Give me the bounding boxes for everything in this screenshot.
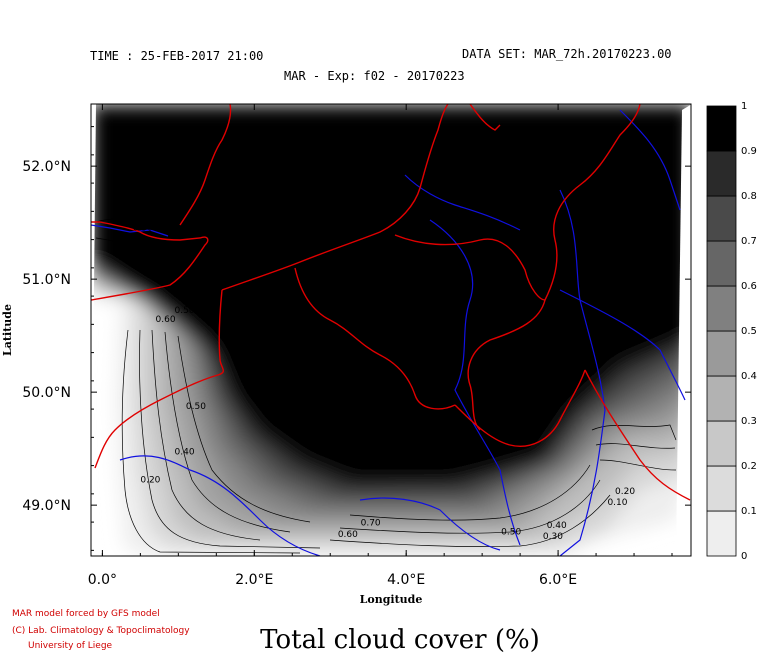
figure-title: Total cloud cover (%) xyxy=(260,625,540,655)
contour-label: 0.50 xyxy=(501,528,521,538)
x-tick-label: 4.0°E xyxy=(387,572,425,588)
plot-frame xyxy=(90,103,692,557)
colorbar-label: 0.7 xyxy=(741,236,757,247)
credit-line-2: (C) Lab. Climatology & Topoclimatology xyxy=(12,626,190,636)
colorbar: 0 0.1 0.2 0.3 0.4 0.5 0.6 0.7 0.8 0.9 1 xyxy=(706,101,757,562)
coast-east-anglia xyxy=(179,104,232,226)
no-data-left-corner xyxy=(91,104,96,556)
border-fr-de xyxy=(584,369,691,501)
colorbar-label: 0.2 xyxy=(741,461,757,472)
colorbar-label: 0.8 xyxy=(741,191,757,202)
no-data-right-corner xyxy=(676,104,691,556)
contour-label: 0.50 xyxy=(175,306,195,316)
credit-line-1: MAR model forced by GFS model xyxy=(12,609,160,619)
contour-label: 0.70 xyxy=(361,518,381,528)
contour-label: 0.10 xyxy=(607,498,627,508)
colorbar-swatch xyxy=(706,285,737,332)
coast-belgium-nl xyxy=(221,104,449,291)
contour-line-south-3 xyxy=(349,464,591,521)
colorbar-label: 1 xyxy=(741,101,747,112)
contour-line-east-2 xyxy=(595,443,676,449)
x-tick-label: 2.0°E xyxy=(235,572,273,588)
header-time: TIME : 25-FEB-2017 21:00 xyxy=(90,49,263,63)
border-be-de xyxy=(467,299,546,431)
colorbar-label: 0.4 xyxy=(741,371,757,382)
colorbar-swatch xyxy=(706,510,737,557)
colorbar-label: 0.5 xyxy=(741,326,757,337)
contour-label: 0.40 xyxy=(175,447,195,457)
contour-label: 0.30 xyxy=(543,532,563,542)
river-moselle xyxy=(559,289,686,401)
x-axis-label: Longitude xyxy=(360,593,423,606)
contour-label: 0.20 xyxy=(615,487,635,497)
header-experiment: MAR - Exp: f02 - 20170223 xyxy=(284,69,465,83)
colorbar-label: 0.6 xyxy=(741,281,757,292)
colorbar-swatch xyxy=(706,420,737,467)
y-tick-label: 52.0°N xyxy=(22,159,71,175)
contour-line-0-6 xyxy=(177,335,311,523)
contour-line-east-1 xyxy=(591,424,677,441)
colorbar-swatch xyxy=(706,150,737,197)
contour-label: 0.40 xyxy=(547,521,567,531)
river-rhine xyxy=(559,189,606,556)
coast-wadden xyxy=(469,104,501,131)
contour-label: 0.50 xyxy=(186,402,206,412)
y-tick-label: 51.0°N xyxy=(22,272,71,288)
coastlines-and-borders xyxy=(91,104,691,501)
axis-ticks: 0.0° 2.0°E 4.0°E 6.0°E 49.0°N 50.0°N 51.0°N 52.… xyxy=(22,104,691,588)
level-region-0-9 xyxy=(91,104,691,482)
contour-line-0-4 xyxy=(151,329,261,541)
colorbar-swatch xyxy=(706,240,737,287)
coast-england xyxy=(91,221,209,301)
colorbar-swatch xyxy=(706,105,737,152)
contour-line-0-2 xyxy=(121,329,301,554)
colorbar-swatch xyxy=(706,375,737,422)
plot-area: 0.200.400.500.600.500.700.60 0.500.400.30… xyxy=(91,104,691,556)
river-seine xyxy=(119,455,321,556)
border-nl-de xyxy=(544,104,641,301)
contour-line-east-3 xyxy=(599,459,677,471)
border-lux xyxy=(454,369,586,447)
colorbar-label: 0.9 xyxy=(741,146,757,157)
river-north xyxy=(619,109,681,211)
colorbar-label: 0.3 xyxy=(741,416,757,427)
river-marne xyxy=(359,497,501,551)
colorbar-label: 0.1 xyxy=(741,506,757,517)
y-axis-label: Latitude xyxy=(1,304,14,356)
river-meuse xyxy=(429,219,521,546)
contour-labels: 0.200.400.500.600.500.700.60 0.500.400.30… xyxy=(133,224,636,542)
y-tick-label: 49.0°N xyxy=(22,498,71,514)
colorbar-swatch xyxy=(706,330,737,377)
coast-france-north xyxy=(94,289,224,469)
contour-line-0-3 xyxy=(139,329,321,549)
contour-label: 0.50 xyxy=(133,224,153,234)
contour-line-0-5 xyxy=(164,331,291,533)
contour-label: 0.20 xyxy=(140,476,160,486)
header-dataset: DATA SET: MAR_72h.20170223.00 xyxy=(462,47,672,61)
river-thames xyxy=(91,224,169,237)
credit-line-3: University of Liege xyxy=(28,641,113,651)
contour-label: 0.60 xyxy=(156,315,176,325)
contour-line-thames xyxy=(95,218,181,251)
contour-label: 0.60 xyxy=(338,530,358,540)
colorbar-swatch xyxy=(706,195,737,242)
border-fr-be xyxy=(294,267,456,410)
cloud-field xyxy=(91,104,691,556)
contour-line-south-2 xyxy=(339,479,601,534)
colorbar-label: 0 xyxy=(741,551,747,562)
y-tick-label: 50.0°N xyxy=(22,385,71,401)
x-tick-label: 6.0°E xyxy=(539,572,577,588)
colorbar-swatch xyxy=(706,465,737,512)
border-be-nl xyxy=(394,234,546,301)
x-tick-label: 0.0° xyxy=(88,572,117,588)
